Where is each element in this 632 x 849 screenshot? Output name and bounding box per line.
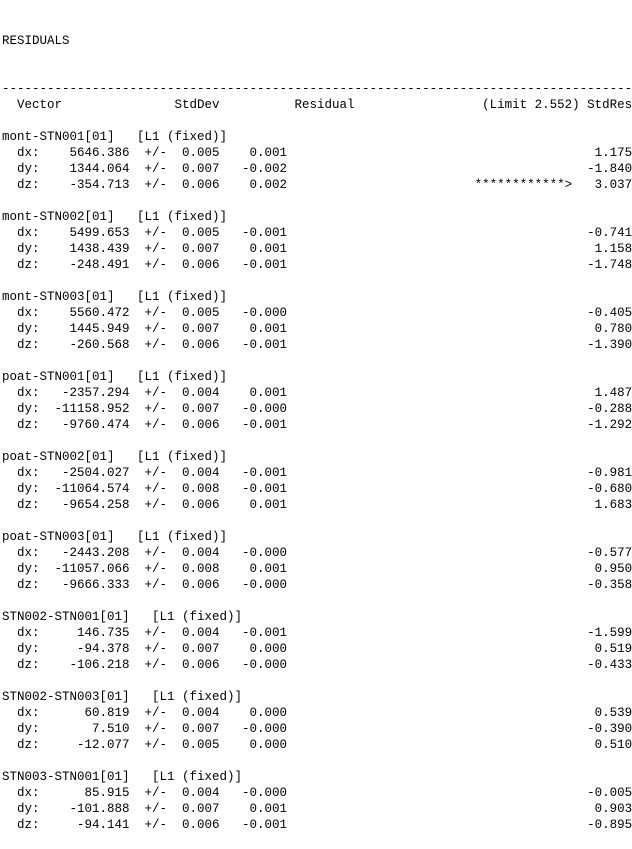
residual-row-line: dy: -11064.574 +/- 0.008 -0.001 -0.680 [2,482,632,496]
divider-line: ----------------------------------------… [2,82,632,96]
blank-line [2,593,632,609]
blank-line [2,273,632,289]
residual-row-line: dz: -354.713 +/- 0.006 0.002 ***********… [2,178,632,192]
vector-header-line: STN003-STN001[01] [L1 (fixed)] [2,770,243,784]
residual-row-line: dx: -2504.027 +/- 0.004 -0.001 -0.981 [2,466,632,480]
report-body: ----------------------------------------… [2,81,632,833]
vector-header-line: poat-STN003[01] [L1 (fixed)] [2,530,228,544]
blank-line [2,353,632,369]
blank-line [2,113,632,129]
vector-header-line: mont-STN001[01] [L1 (fixed)] [2,130,228,144]
vector-header-line: poat-STN001[01] [L1 (fixed)] [2,370,228,384]
residual-row-line: dx: 5499.653 +/- 0.005 -0.001 -0.741 [2,226,632,240]
residual-row-line: dx: 5560.472 +/- 0.005 -0.000 -0.405 [2,306,632,320]
vector-header-line: mont-STN002[01] [L1 (fixed)] [2,210,228,224]
residual-row-line: dz: -106.218 +/- 0.006 -0.000 -0.433 [2,658,632,672]
blank-line [2,673,632,689]
vector-header-line: poat-STN002[01] [L1 (fixed)] [2,450,228,464]
residual-row-line: dx: 60.819 +/- 0.004 0.000 0.539 [2,706,632,720]
report-title: RESIDUALS [2,34,70,48]
residual-row-line: dx: 5646.386 +/- 0.005 0.001 1.175 [2,146,632,160]
residual-row-line: dy: 1438.439 +/- 0.007 0.001 1.158 [2,242,632,256]
column-header-line: Vector StdDev Residual (Limit 2.552) Std… [2,98,632,112]
blank-line [2,193,632,209]
blank-line [2,513,632,529]
residual-row-line: dy: 1344.064 +/- 0.007 -0.002 -1.840 [2,162,632,176]
residual-row-line: dz: -94.141 +/- 0.006 -0.001 -0.895 [2,818,632,832]
residual-row-line: dz: -260.568 +/- 0.006 -0.001 -1.390 [2,338,632,352]
residual-row-line: dx: 85.915 +/- 0.004 -0.000 -0.005 [2,786,632,800]
residual-row-line: dy: -11057.066 +/- 0.008 0.001 0.950 [2,562,632,576]
blank-line [2,433,632,449]
vector-header-line: mont-STN003[01] [L1 (fixed)] [2,290,228,304]
residual-row-line: dz: -12.077 +/- 0.005 0.000 0.510 [2,738,632,752]
residual-row-line: dy: -101.888 +/- 0.007 0.001 0.903 [2,802,632,816]
blank-line [2,753,632,769]
vector-header-line: STN002-STN001[01] [L1 (fixed)] [2,610,243,624]
vector-header-line: STN002-STN003[01] [L1 (fixed)] [2,690,243,704]
residual-row-line: dx: -2357.294 +/- 0.004 0.001 1.487 [2,386,632,400]
residual-row-line: dy: -94.378 +/- 0.007 0.000 0.519 [2,642,632,656]
residual-row-line: dx: 146.735 +/- 0.004 -0.001 -1.599 [2,626,632,640]
residual-row-line: dz: -9666.333 +/- 0.006 -0.000 -0.358 [2,578,632,592]
residual-row-line: dz: -9760.474 +/- 0.006 -0.001 -1.292 [2,418,632,432]
residual-row-line: dy: 1445.949 +/- 0.007 0.001 0.780 [2,322,632,336]
residual-row-line: dx: -2443.208 +/- 0.004 -0.000 -0.577 [2,546,632,560]
residual-row-line: dy: -11158.952 +/- 0.007 -0.000 -0.288 [2,402,632,416]
residual-row-line: dz: -248.491 +/- 0.006 -0.001 -1.748 [2,258,632,272]
residual-row-line: dz: -9654.258 +/- 0.006 0.001 1.683 [2,498,632,512]
residual-row-line: dy: 7.510 +/- 0.007 -0.000 -0.390 [2,722,632,736]
